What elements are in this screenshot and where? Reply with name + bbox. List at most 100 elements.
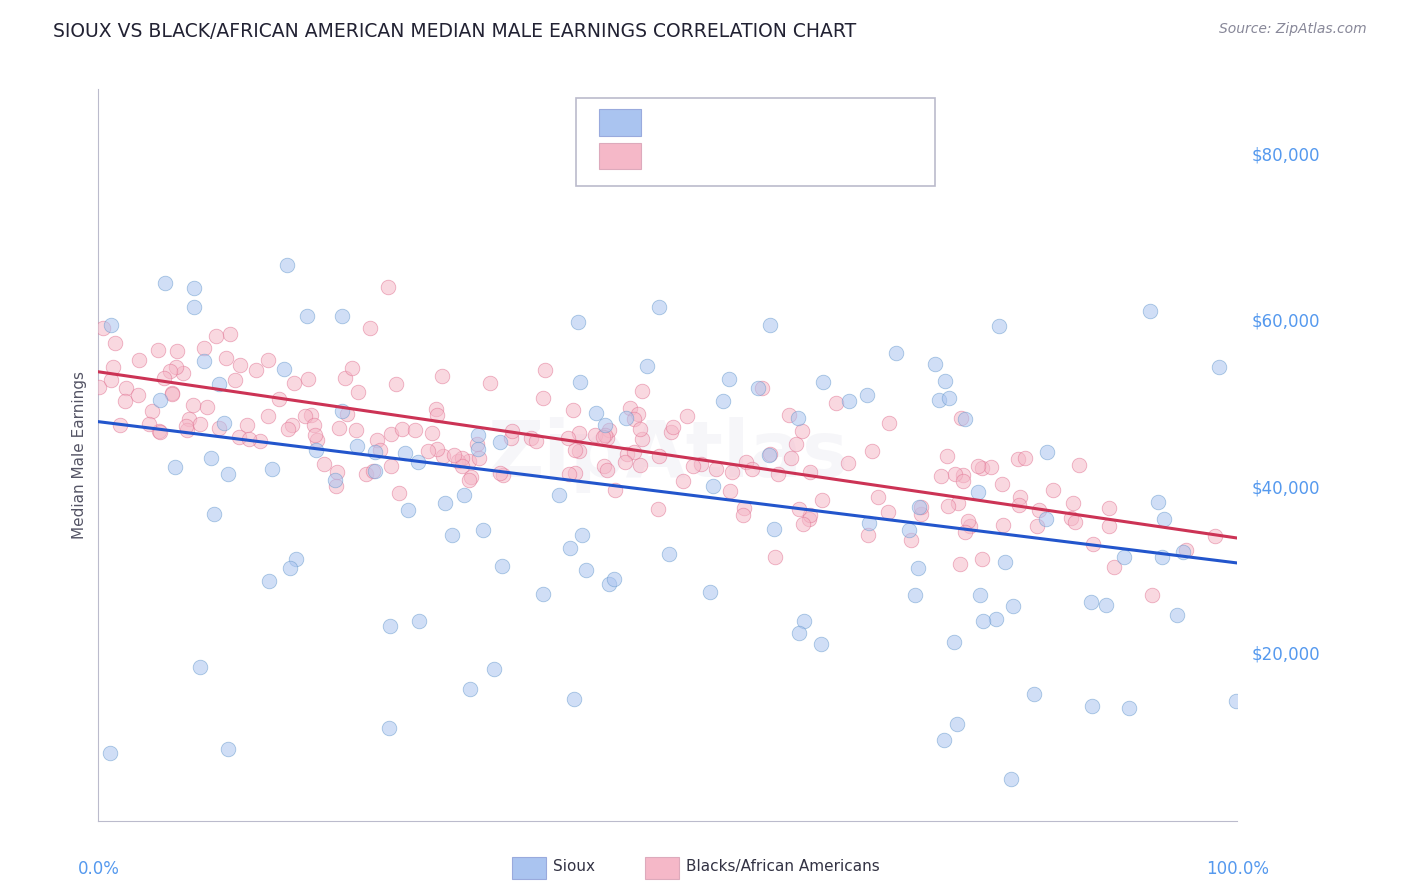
Point bbox=[564, 691, 586, 706]
Text: -0.515: -0.515 bbox=[696, 113, 761, 131]
Point bbox=[524, 434, 547, 449]
Point bbox=[1025, 519, 1047, 533]
Point bbox=[181, 398, 204, 412]
Point bbox=[249, 434, 271, 449]
Point bbox=[797, 512, 820, 526]
Point bbox=[953, 412, 976, 426]
Point bbox=[295, 309, 318, 323]
Point bbox=[153, 277, 176, 291]
Point bbox=[229, 359, 252, 373]
Point bbox=[128, 353, 150, 368]
Point bbox=[361, 464, 384, 478]
Point bbox=[176, 418, 198, 433]
Point bbox=[924, 357, 946, 371]
Point bbox=[758, 448, 780, 462]
Point bbox=[959, 519, 981, 533]
Point bbox=[659, 425, 682, 439]
Point bbox=[787, 410, 810, 425]
Point bbox=[188, 417, 211, 432]
Point bbox=[294, 409, 316, 423]
Point bbox=[970, 551, 993, 566]
Point bbox=[943, 467, 966, 482]
Point bbox=[326, 465, 349, 479]
Point bbox=[564, 466, 586, 480]
Point bbox=[100, 746, 122, 760]
Point bbox=[935, 450, 957, 464]
Point bbox=[200, 450, 222, 465]
Point bbox=[1081, 698, 1104, 713]
Point bbox=[898, 523, 921, 537]
Point bbox=[877, 416, 900, 430]
Point bbox=[377, 280, 399, 294]
Point bbox=[281, 417, 304, 432]
Point bbox=[214, 416, 236, 430]
Point bbox=[569, 375, 592, 389]
Point bbox=[433, 496, 456, 510]
Point bbox=[302, 417, 325, 432]
Point bbox=[314, 457, 336, 471]
Point bbox=[467, 437, 489, 451]
Text: R =: R = bbox=[654, 113, 693, 131]
Point bbox=[228, 430, 250, 444]
Point bbox=[217, 742, 239, 756]
Point bbox=[197, 400, 219, 414]
Point bbox=[908, 500, 931, 514]
Point bbox=[385, 377, 408, 392]
Point bbox=[257, 353, 280, 368]
Point bbox=[747, 381, 769, 395]
Text: Source: ZipAtlas.com: Source: ZipAtlas.com bbox=[1219, 22, 1367, 37]
Point bbox=[758, 318, 780, 333]
Point bbox=[166, 343, 188, 358]
Point bbox=[333, 370, 356, 384]
Point bbox=[592, 430, 614, 444]
Point bbox=[837, 456, 859, 470]
Point bbox=[146, 343, 169, 358]
Point bbox=[238, 432, 260, 446]
Point bbox=[799, 508, 821, 523]
Point bbox=[217, 467, 239, 481]
Point bbox=[148, 425, 170, 439]
Point bbox=[432, 450, 454, 464]
Point bbox=[425, 401, 447, 416]
Point bbox=[114, 393, 136, 408]
Point bbox=[299, 408, 322, 422]
Text: -0.859: -0.859 bbox=[696, 147, 761, 165]
Point bbox=[172, 367, 194, 381]
Point bbox=[575, 563, 598, 577]
Point bbox=[595, 427, 617, 442]
Point bbox=[585, 406, 607, 420]
Point bbox=[531, 587, 554, 601]
Point bbox=[699, 584, 721, 599]
Point bbox=[943, 635, 966, 649]
Point bbox=[418, 443, 440, 458]
Point bbox=[598, 423, 620, 437]
Point bbox=[205, 329, 228, 343]
Point bbox=[305, 433, 328, 447]
Point bbox=[501, 424, 523, 438]
Point bbox=[323, 473, 346, 487]
Point bbox=[165, 359, 187, 374]
Text: 100.0%: 100.0% bbox=[1206, 860, 1268, 878]
Point bbox=[257, 574, 280, 588]
Point bbox=[336, 407, 359, 421]
Point bbox=[467, 450, 489, 465]
Point bbox=[224, 373, 246, 387]
Point bbox=[619, 401, 641, 415]
Point bbox=[115, 381, 138, 395]
Point bbox=[110, 417, 132, 432]
Point bbox=[672, 475, 695, 489]
Point bbox=[1035, 445, 1057, 459]
Point bbox=[623, 444, 645, 458]
Point bbox=[447, 454, 470, 468]
Point bbox=[330, 403, 353, 417]
Point bbox=[283, 376, 305, 391]
Point bbox=[380, 459, 402, 474]
Point bbox=[603, 483, 626, 497]
Point bbox=[443, 448, 465, 462]
Point bbox=[799, 465, 821, 479]
Point bbox=[408, 614, 430, 628]
Point bbox=[1095, 598, 1118, 612]
Point bbox=[188, 659, 211, 673]
Point bbox=[426, 409, 449, 423]
Text: N =: N = bbox=[770, 147, 810, 165]
